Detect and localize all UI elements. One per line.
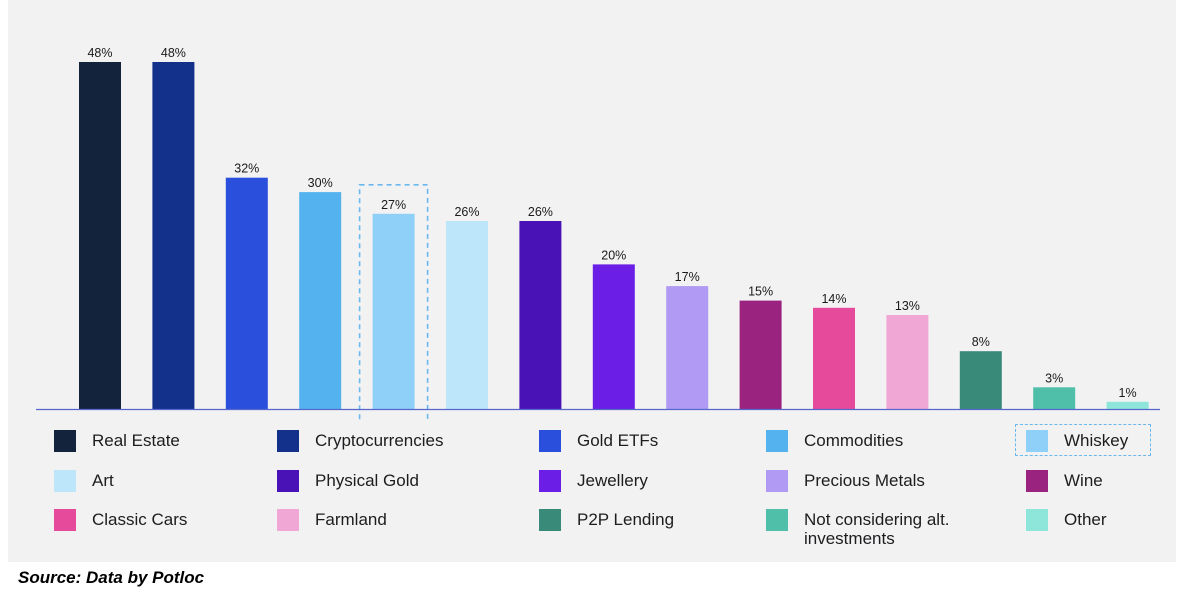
bar-other (1106, 401, 1149, 409)
bar-physical-gold (519, 221, 562, 409)
bar-wine (739, 300, 782, 409)
bar-value-label: 8% (972, 335, 990, 349)
bar-value-label: 20% (601, 248, 626, 262)
bar-not-considering-alt-investments (1033, 387, 1076, 409)
bar-precious-metals (666, 286, 709, 409)
bar-jewellery (592, 264, 635, 409)
bar-value-label: 48% (161, 46, 186, 60)
bar-value-label: 30% (308, 176, 333, 190)
bar-value-label: 1% (1119, 386, 1137, 400)
bar-farmland (886, 315, 929, 409)
bar-chart: 48% 48% 32% 30% 27% 26% 26% 20% 17% 15% 14% 13% 8% 3%… (36, 46, 1160, 420)
bar-value-label: 32% (234, 162, 259, 176)
bar-classic-cars (813, 307, 855, 409)
bar-value-label: 3% (1045, 371, 1063, 385)
bar-value-label: 13% (895, 299, 920, 313)
bar-p2p-lending (959, 351, 1002, 409)
bar-art (446, 221, 488, 409)
source-note: Source: Data by Potloc (18, 568, 205, 587)
bar-commodities (299, 192, 342, 409)
bar-cryptocurrencies (152, 62, 195, 409)
bar-real-estate (79, 62, 121, 409)
bar-value-label: 48% (87, 46, 112, 60)
bar-value-label: 26% (528, 205, 553, 219)
bar-value-label: 26% (454, 205, 479, 219)
bar-whiskey (372, 213, 415, 409)
chart-panel (8, 0, 1176, 562)
bar-gold-etfs (225, 177, 268, 409)
bar-value-label: 14% (821, 292, 846, 306)
bar-value-label: 17% (675, 270, 700, 284)
bar-value-label: 27% (381, 198, 406, 212)
bar-value-label: 15% (748, 285, 773, 299)
